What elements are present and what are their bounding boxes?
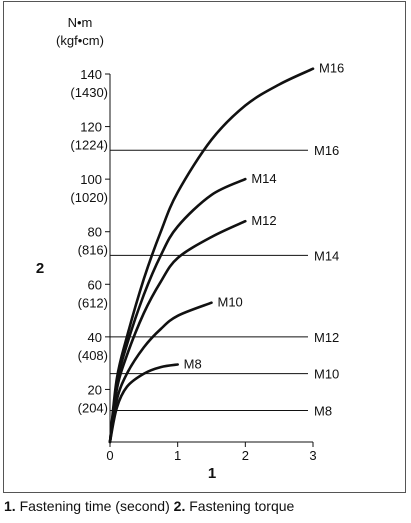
x-axis-label: 1 [208, 465, 216, 482]
caption-num-1: 1. [4, 498, 16, 514]
curve-label-m12: M12 [251, 213, 276, 228]
y-tick-sublabel: (1020) [70, 190, 108, 205]
y-axis-label: 2 [36, 260, 44, 277]
caption-text-2: Fastening torque [185, 498, 295, 514]
caption-num-2: 2. [173, 498, 186, 514]
y-tick-sublabel: (612) [78, 295, 108, 310]
curve-m10 [108, 301, 213, 444]
caption-text-1: Fastening time (second) [15, 498, 174, 514]
x-tick-label: 3 [309, 448, 316, 463]
reference-line-label-m14: M14 [314, 248, 339, 263]
y-tick-label: 20 [88, 382, 102, 397]
x-tick-label: 1 [174, 448, 181, 463]
reference-line-label-m12: M12 [314, 330, 339, 345]
y-tick-label: 140 [80, 67, 102, 82]
chart-frame [3, 1, 406, 493]
x-tick-label: 0 [106, 448, 113, 463]
y-tick-label: 120 [80, 120, 102, 135]
reference-line-label-m10: M10 [314, 367, 339, 382]
y-tick-sublabel: (408) [78, 348, 108, 363]
x-tick-label: 2 [242, 448, 249, 463]
curve-m12 [108, 219, 247, 444]
reference-line-label-m16: M16 [314, 143, 339, 158]
reference-line-label-m8: M8 [314, 403, 332, 418]
curve-m8 [108, 363, 179, 444]
curve-m14 [108, 177, 247, 444]
curve-m16 [108, 67, 315, 444]
curve-label-m16: M16 [319, 61, 344, 76]
y-tick-sublabel: (204) [78, 400, 108, 415]
y-tick-label: 60 [88, 277, 102, 292]
curve-label-m8: M8 [184, 356, 202, 371]
curve-label-m14: M14 [251, 171, 276, 186]
y-tick-label: 100 [80, 172, 102, 187]
figure-caption: 1. Fastening time (second) 2. Fastening … [4, 498, 294, 514]
y-tick-sublabel: (1430) [70, 85, 108, 100]
y-tick-sublabel: (1224) [70, 138, 108, 153]
y-tick-sublabel: (816) [78, 243, 108, 258]
y-tick-label: 80 [88, 225, 102, 240]
y-axis-unit-line1: N•m [68, 15, 93, 30]
y-axis-unit-line2: (kgf•cm) [56, 33, 104, 48]
y-tick-label: 40 [88, 330, 102, 345]
curve-label-m10: M10 [218, 295, 243, 310]
